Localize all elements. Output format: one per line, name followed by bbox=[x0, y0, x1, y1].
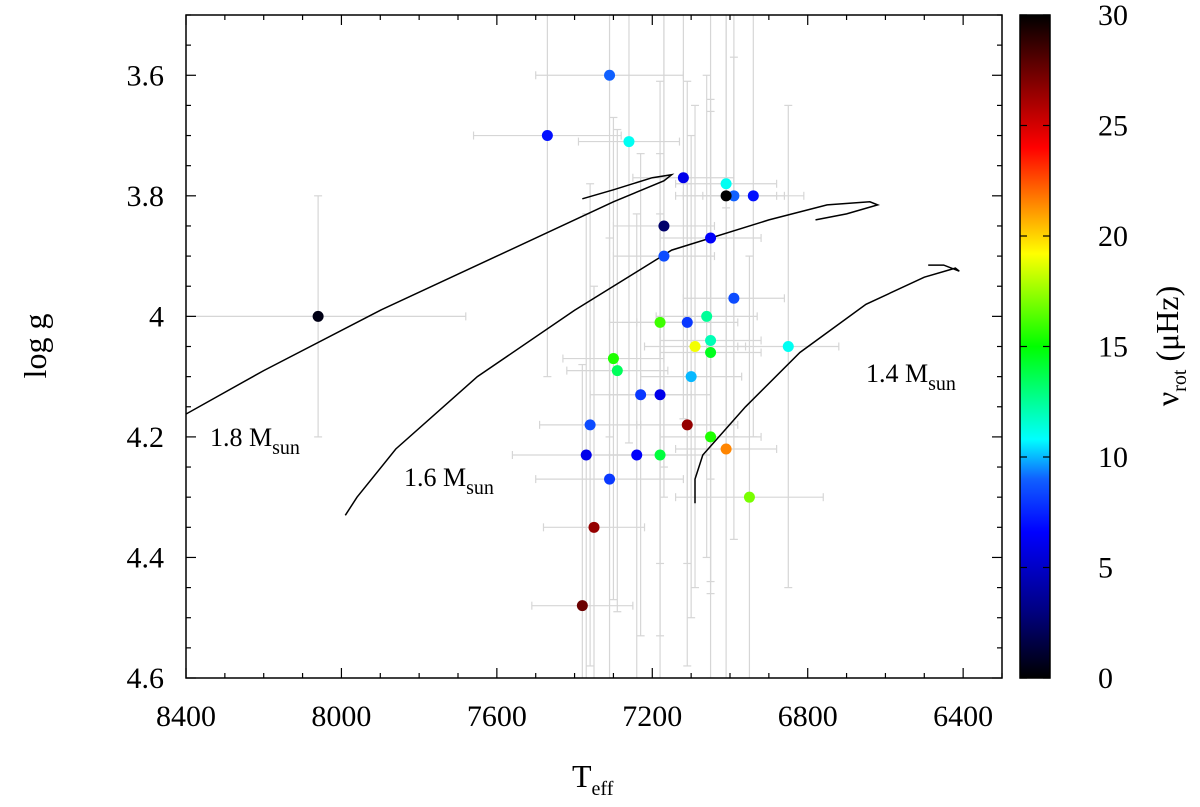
data-point bbox=[677, 172, 689, 184]
data-point bbox=[720, 178, 732, 190]
data-point bbox=[607, 353, 619, 365]
colorbar-tick-label: 0 bbox=[1098, 662, 1113, 695]
x-tick-label: 7600 bbox=[467, 700, 527, 733]
data-point bbox=[631, 449, 643, 461]
data-point bbox=[728, 190, 740, 202]
data-point bbox=[685, 371, 697, 383]
x-tick-label: 6400 bbox=[933, 700, 993, 733]
x-tick-label: 8400 bbox=[156, 700, 216, 733]
data-point bbox=[782, 341, 794, 352]
data-point bbox=[720, 443, 732, 455]
data-point bbox=[584, 419, 596, 431]
data-point bbox=[705, 334, 717, 346]
y-tick-label: 4.6 bbox=[127, 662, 165, 695]
colorbar-tick-label: 5 bbox=[1098, 552, 1113, 585]
error-bar bbox=[472, 15, 622, 378]
y-tick-label: 4.4 bbox=[127, 541, 165, 574]
y-axis-title: log g bbox=[17, 314, 53, 379]
data-point bbox=[604, 69, 616, 81]
track-labels: 1.8 Msun 1.6 Msun 1.4 Msun bbox=[210, 359, 956, 499]
x-axis-title: Teff bbox=[572, 758, 614, 800]
track-label: 1.4 Msun bbox=[866, 359, 956, 395]
data-point bbox=[635, 389, 647, 401]
x-tick-label: 8000 bbox=[311, 700, 371, 733]
colorbar-tick-label: 10 bbox=[1098, 441, 1128, 474]
data-point bbox=[747, 190, 759, 202]
data-point bbox=[604, 473, 616, 485]
data-point bbox=[728, 292, 740, 304]
data-point bbox=[541, 130, 553, 142]
data-point bbox=[681, 316, 693, 328]
data-point bbox=[743, 491, 755, 503]
data-point bbox=[312, 310, 324, 322]
track-line bbox=[186, 173, 675, 415]
colorbar-tick-label: 25 bbox=[1098, 110, 1128, 143]
data-point bbox=[701, 310, 713, 322]
data-point bbox=[588, 521, 600, 533]
data-point bbox=[720, 190, 732, 202]
error-bars bbox=[186, 15, 840, 678]
data-point bbox=[681, 419, 693, 431]
colorbar-ticks: 0 5 10 15 20 25 30 bbox=[1020, 0, 1128, 695]
colorbar-tick-label: 30 bbox=[1098, 0, 1128, 32]
x-tick-label: 6800 bbox=[778, 700, 838, 733]
data-point bbox=[654, 449, 666, 461]
x-axis-ticks: 8400 8000 7600 7200 6800 6400 bbox=[156, 15, 1003, 733]
data-point bbox=[705, 431, 717, 443]
track-line bbox=[694, 264, 960, 504]
track-label: 1.8 Msun bbox=[210, 423, 300, 459]
data-point bbox=[654, 316, 666, 328]
y-tick-label: 4 bbox=[149, 300, 164, 333]
data-point bbox=[658, 250, 670, 262]
data-point bbox=[611, 365, 623, 377]
error-bar bbox=[632, 15, 735, 420]
x-tick-label: 7200 bbox=[622, 700, 682, 733]
data-point bbox=[689, 341, 701, 352]
colorbar-tick-label: 20 bbox=[1098, 220, 1128, 253]
data-point bbox=[576, 600, 588, 612]
data-point bbox=[658, 220, 670, 232]
data-point bbox=[705, 232, 717, 244]
data-point bbox=[580, 449, 592, 461]
colorbar-tick-label: 15 bbox=[1098, 331, 1128, 364]
y-axis-ticks: 3.6 3.8 4 4.2 4.4 4.6 bbox=[127, 14, 1002, 695]
data-points bbox=[312, 69, 794, 612]
data-point bbox=[705, 347, 717, 359]
y-tick-label: 4.2 bbox=[127, 421, 165, 454]
y-tick-label: 3.8 bbox=[127, 180, 165, 213]
colorbar-title: νrot(μHz) bbox=[1149, 286, 1191, 406]
data-point bbox=[623, 136, 635, 148]
evolutionary-tracks bbox=[186, 173, 960, 516]
track-line bbox=[344, 201, 881, 516]
y-tick-label: 3.6 bbox=[127, 59, 165, 92]
track-label: 1.6 Msun bbox=[404, 463, 494, 499]
data-point bbox=[654, 389, 666, 401]
